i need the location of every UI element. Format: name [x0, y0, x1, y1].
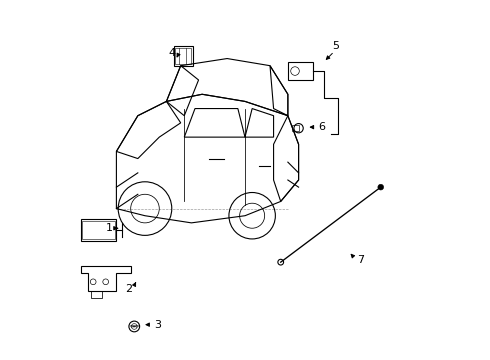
- Text: 1: 1: [106, 223, 113, 233]
- Text: 3: 3: [154, 320, 161, 330]
- Circle shape: [378, 184, 384, 190]
- Text: 2: 2: [125, 284, 132, 294]
- Text: 7: 7: [358, 255, 365, 265]
- Text: 6: 6: [318, 122, 325, 132]
- Text: 5: 5: [333, 41, 340, 51]
- Text: 4: 4: [168, 48, 175, 58]
